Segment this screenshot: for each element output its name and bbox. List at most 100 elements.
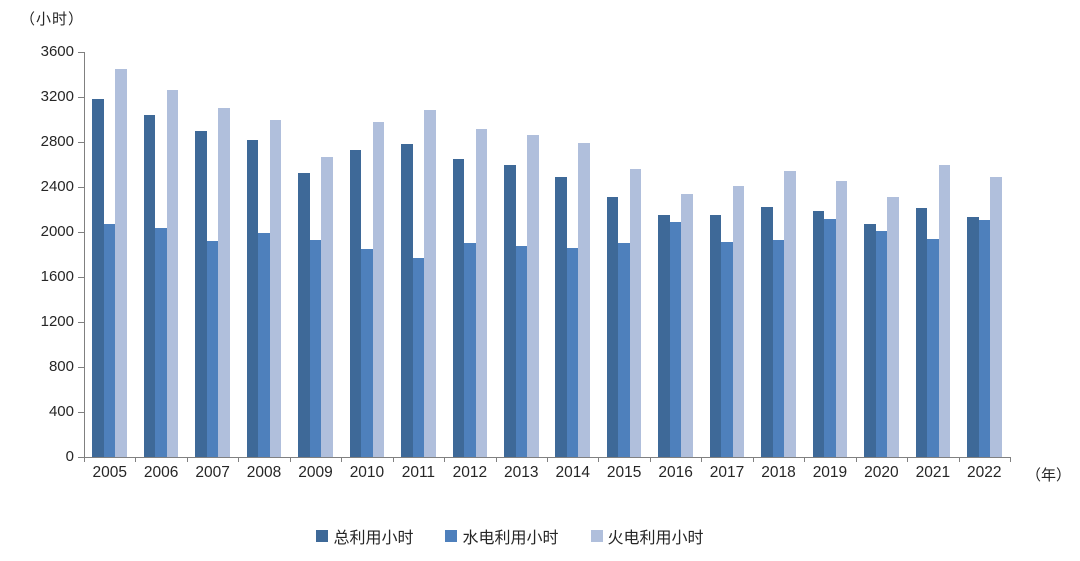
bar-2008-series-2 xyxy=(269,119,282,457)
x-axis-category-label: 2007 xyxy=(195,464,230,481)
y-axis-tick-mark xyxy=(78,322,84,323)
x-axis-category-label: 2014 xyxy=(555,464,590,481)
y-axis-tick-mark xyxy=(78,187,84,188)
bar-2012-series-2 xyxy=(475,129,488,457)
bar-2015-series-2 xyxy=(629,169,642,457)
bar-2022-series-2 xyxy=(990,177,1002,457)
legend-label: 水电利用小时 xyxy=(462,530,559,547)
bar-2006-series-1 xyxy=(155,228,167,457)
bar-2022-series-1 xyxy=(978,220,991,457)
bar-2021-series-2 xyxy=(938,164,951,457)
x-axis-tick-mark xyxy=(341,458,343,462)
x-axis-tick-mark xyxy=(186,458,188,462)
bar-2014-series-2 xyxy=(578,142,590,457)
bar-2009-series-2 xyxy=(321,156,333,457)
bar-2005-series-1 xyxy=(103,223,116,457)
bar-2007-series-1 xyxy=(206,241,219,457)
x-axis-category-label: 2011 xyxy=(401,464,436,481)
bar-2016-series-0 xyxy=(658,215,670,457)
bar-2010-series-0 xyxy=(349,150,362,457)
legend-item-series-2: 火电利用小时 xyxy=(590,524,704,548)
x-axis-tick-mark xyxy=(855,458,857,462)
bar-2017-series-2 xyxy=(732,186,745,457)
bar-2020-series-1 xyxy=(875,230,888,457)
x-axis-category-label: 2015 xyxy=(606,464,642,481)
x-axis-category-label: 2005 xyxy=(92,464,127,481)
x-axis-tick-mark xyxy=(289,458,291,462)
x-axis-tick-mark xyxy=(392,458,394,462)
legend-label: 总利用小时 xyxy=(333,530,414,547)
bar-2014-series-1 xyxy=(566,248,579,457)
y-axis-tick-label: 1600 xyxy=(40,268,74,285)
y-axis-tick-mark xyxy=(78,457,84,458)
x-axis-tick-mark xyxy=(135,458,137,462)
legend-swatch-icon xyxy=(316,530,329,542)
x-axis-category-label: 2019 xyxy=(812,464,848,481)
x-axis-category-label: 2022 xyxy=(967,464,1002,481)
bar-2015-series-0 xyxy=(606,197,619,457)
bar-2012-series-1 xyxy=(464,243,476,457)
y-axis-tick-mark xyxy=(78,97,84,98)
bar-2014-series-0 xyxy=(555,177,567,457)
bar-2008-series-0 xyxy=(246,139,259,457)
x-axis-category-label: 2020 xyxy=(864,464,899,481)
x-axis-tick-mark xyxy=(752,458,754,462)
bar-2011-series-2 xyxy=(424,109,436,457)
bar-2021-series-1 xyxy=(927,239,939,457)
bar-2012-series-0 xyxy=(452,158,465,457)
x-axis-tick-mark xyxy=(444,458,446,462)
y-axis-tick-label: 800 xyxy=(48,358,74,375)
bar-2009-series-0 xyxy=(298,172,310,457)
bar-2015-series-1 xyxy=(618,242,630,457)
y-axis-tick-label: 3600 xyxy=(40,43,74,60)
bar-2007-series-0 xyxy=(195,130,207,457)
bar-2013-series-0 xyxy=(504,165,516,457)
y-axis-tick-mark xyxy=(78,232,84,233)
x-axis-tick-mark xyxy=(238,458,240,462)
bar-2007-series-2 xyxy=(218,108,230,457)
legend-label: 火电利用小时 xyxy=(607,530,704,547)
bar-2013-series-1 xyxy=(515,246,528,457)
bar-2020-series-2 xyxy=(887,196,899,457)
bar-2021-series-0 xyxy=(915,208,928,457)
x-axis-category-label: 2018 xyxy=(761,464,796,481)
bar-2019-series-1 xyxy=(824,218,836,457)
x-axis-category-label: 2010 xyxy=(349,464,385,481)
bar-2006-series-2 xyxy=(166,90,179,457)
x-axis-tick-mark xyxy=(649,458,651,462)
bar-2018-series-0 xyxy=(761,206,773,457)
bar-2020-series-0 xyxy=(864,224,876,457)
bar-2013-series-2 xyxy=(527,134,539,457)
y-axis-tick-mark xyxy=(78,52,84,53)
x-axis-tick-mark xyxy=(804,458,806,462)
x-axis-tick-mark xyxy=(701,458,703,462)
legend-swatch-icon xyxy=(445,530,458,542)
x-axis-tick-mark xyxy=(495,458,497,462)
chart-legend: 总利用小时 水电利用小时 火电利用小时 xyxy=(0,524,1020,548)
legend-swatch-icon xyxy=(590,530,603,542)
y-axis-tick-mark xyxy=(78,367,84,368)
y-axis-unit-label: （小时） xyxy=(20,11,85,28)
bar-2011-series-0 xyxy=(401,143,413,457)
y-axis-tick-label: 400 xyxy=(48,403,74,420)
y-axis-tick-label: 1200 xyxy=(40,313,74,330)
x-axis-category-label: 2012 xyxy=(452,464,488,481)
x-axis-category-label: 2013 xyxy=(504,464,539,481)
x-axis-tick-mark xyxy=(907,458,909,462)
y-axis-tick-label: 2400 xyxy=(40,178,74,195)
bar-2019-series-0 xyxy=(812,210,825,457)
bar-2016-series-2 xyxy=(681,193,693,457)
bar-2005-series-0 xyxy=(92,98,104,457)
legend-item-series-0: 总利用小时 xyxy=(316,524,413,548)
y-axis-tick-mark xyxy=(78,277,84,278)
y-axis-tick-mark xyxy=(78,142,84,143)
x-axis-category-label: 2009 xyxy=(298,464,333,481)
x-axis-category-label: 2017 xyxy=(709,464,745,481)
bar-2016-series-1 xyxy=(669,222,682,457)
y-axis-tick-label: 0 xyxy=(65,448,74,465)
bar-2018-series-1 xyxy=(772,239,785,457)
x-axis-category-label: 2006 xyxy=(143,464,179,481)
bar-2017-series-1 xyxy=(721,241,733,457)
x-axis-category-label: 2016 xyxy=(658,464,693,481)
